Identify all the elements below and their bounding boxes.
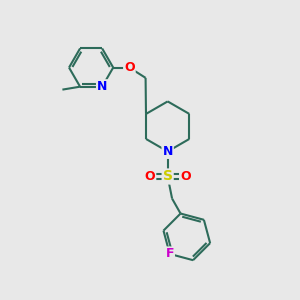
Text: N: N bbox=[163, 145, 173, 158]
Text: F: F bbox=[166, 248, 174, 260]
Text: O: O bbox=[145, 170, 155, 183]
Text: O: O bbox=[180, 170, 190, 183]
Text: N: N bbox=[97, 80, 107, 93]
Text: S: S bbox=[163, 169, 173, 184]
Text: O: O bbox=[124, 61, 135, 74]
